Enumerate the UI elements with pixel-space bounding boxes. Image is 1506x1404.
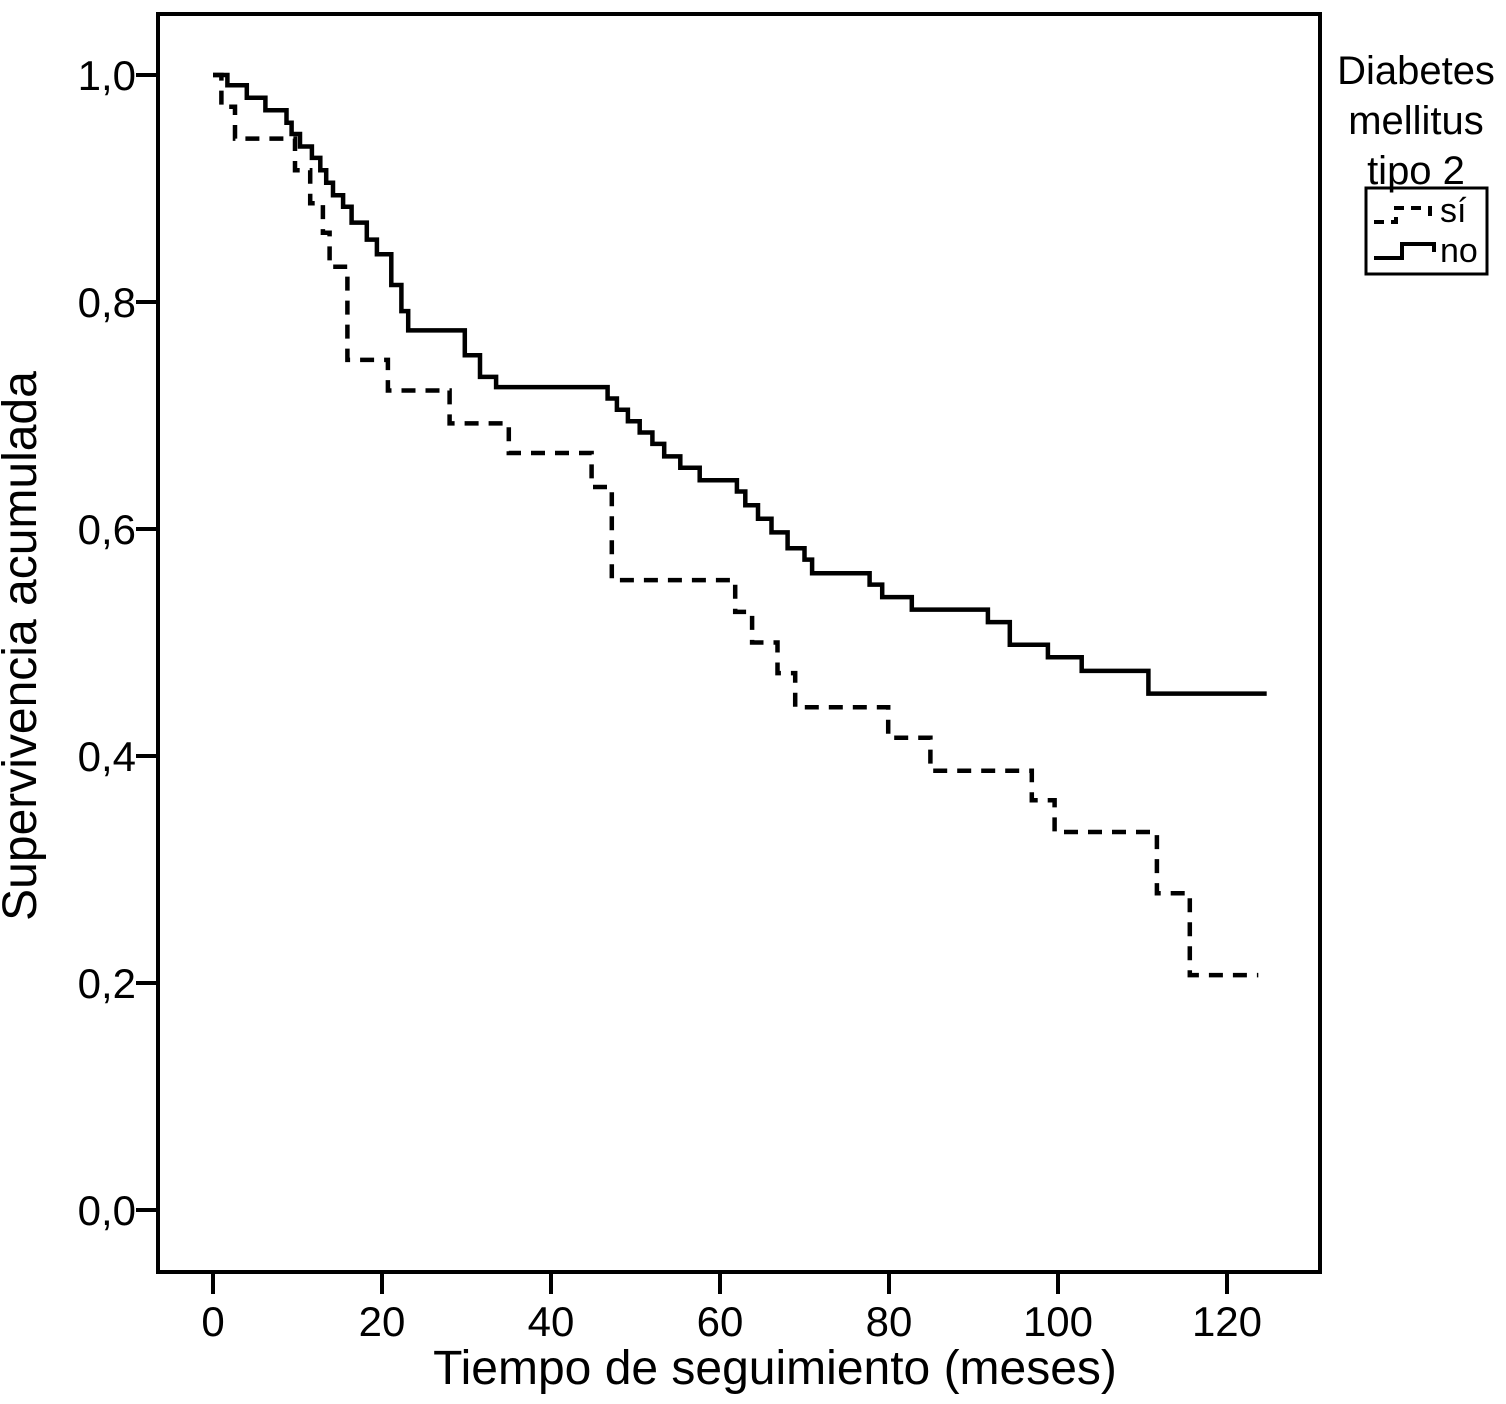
y-tick-label: 0,6 bbox=[78, 506, 136, 553]
x-axis-title: Tiempo de seguimiento (meses) bbox=[433, 1342, 1117, 1395]
x-tick-label: 100 bbox=[1023, 1298, 1093, 1345]
legend-entry-label: sí bbox=[1440, 192, 1467, 230]
x-tick-label: 80 bbox=[866, 1298, 913, 1345]
x-tick-label: 20 bbox=[359, 1298, 406, 1345]
series-no-line bbox=[213, 72, 1267, 696]
legend-box bbox=[1364, 186, 1489, 276]
plot-frame bbox=[156, 12, 1322, 1274]
x-tick-label: 120 bbox=[1192, 1298, 1262, 1345]
legend-sample-solid-line bbox=[1374, 242, 1436, 260]
legend-title-line: tipo 2 bbox=[1367, 149, 1465, 193]
legend-title-line: mellitus bbox=[1348, 99, 1484, 143]
x-tick-label: 60 bbox=[697, 1298, 744, 1345]
legend-title-line: Diabetes bbox=[1337, 49, 1495, 93]
y-axis-title: Supervivencia acumulada bbox=[0, 371, 47, 921]
y-tick-label: 1,0 bbox=[78, 52, 136, 99]
y-tick-label: 0,4 bbox=[78, 733, 136, 780]
x-tick-label: 0 bbox=[201, 1298, 224, 1345]
x-tick-label: 40 bbox=[528, 1298, 575, 1345]
y-tick-label: 0,8 bbox=[78, 279, 136, 326]
series-si-line bbox=[213, 72, 1259, 978]
legend-entry-label: no bbox=[1440, 232, 1478, 270]
y-tick-label: 0,2 bbox=[78, 960, 136, 1007]
y-tick-label: 0,0 bbox=[78, 1187, 136, 1234]
legend-sample-dashed-line bbox=[1374, 206, 1432, 224]
